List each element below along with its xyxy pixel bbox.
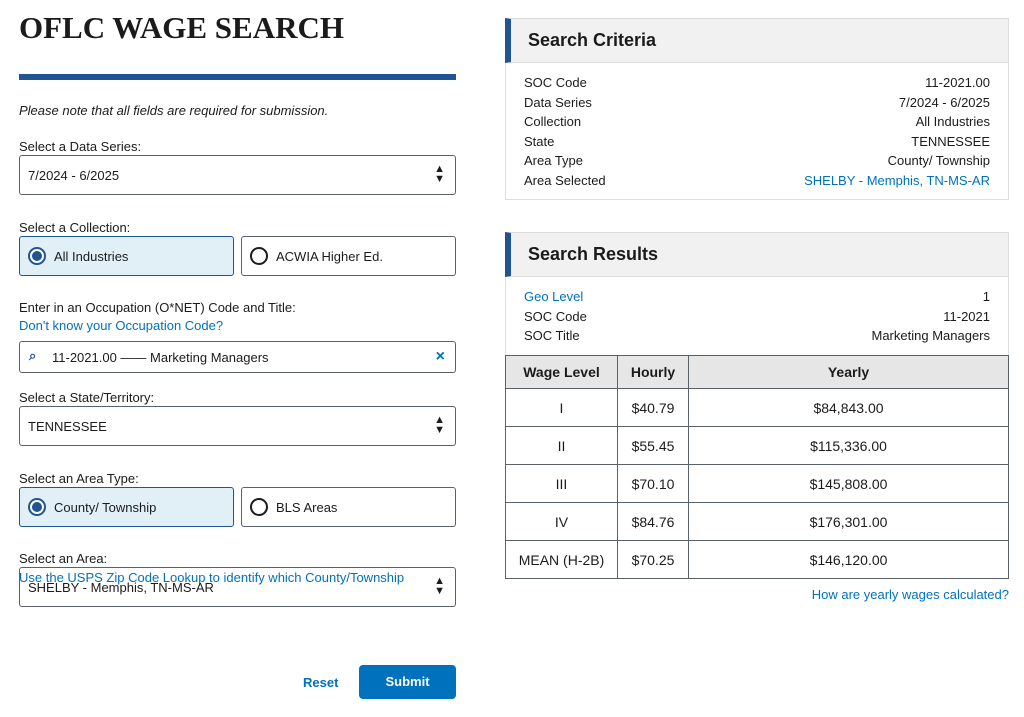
table-cell: $70.10 — [617, 464, 689, 503]
radio-circle — [250, 498, 268, 516]
table-cell: MEAN (H-2B) — [505, 540, 618, 579]
submit-button[interactable]: Submit — [359, 665, 456, 699]
table-header: Wage Level — [505, 355, 618, 389]
radio-text: ACWIA Higher Ed. — [276, 249, 383, 264]
row-value: Marketing Managers — [871, 328, 991, 344]
collection-option[interactable]: All Industries — [19, 236, 234, 276]
select-arrows: ▲ ▼ — [434, 163, 445, 185]
area-label: Select an Area: — [19, 551, 108, 566]
radio-circle — [250, 247, 268, 265]
radio-text: BLS Areas — [276, 500, 338, 515]
row-label: SOC Code — [524, 75, 587, 90]
data-series-label: Select a Data Series: — [19, 139, 142, 154]
state-label: Select a State/Territory: — [19, 390, 155, 405]
reset-button[interactable]: Reset — [303, 675, 339, 690]
row-value: TENNESSEE — [911, 133, 990, 149]
clear-icon[interactable]: × — [435, 348, 445, 365]
table-cell: III — [505, 464, 618, 503]
criteria-header — [505, 18, 1009, 63]
occupation-help[interactable]: Don't know your Occupation Code? — [19, 318, 224, 333]
row-value[interactable]: SHELBY - Memphis, TN-MS-AR — [804, 173, 990, 188]
table-cell: $40.79 — [617, 388, 689, 427]
page-title: OFLC WAGE SEARCH — [19, 10, 344, 45]
results-title: Search Results — [528, 244, 659, 264]
yearly-link[interactable]: How are yearly wages calculated? — [811, 587, 1009, 602]
table-cell: II — [505, 426, 618, 465]
data-series-select[interactable]: 7/2024 - 6/2025 ▲ ▼ — [19, 155, 456, 195]
row-label: State — [524, 133, 555, 149]
row-label[interactable]: Geo Level — [524, 289, 584, 304]
table-cell: $146,120.00 — [688, 540, 1009, 579]
row-label: SOC Title — [524, 328, 580, 344]
area-select[interactable]: SHELBY - Memphis, TN-MS-AR ▲ ▼ — [19, 567, 456, 607]
row-value: 7/2024 - 6/2025 — [898, 94, 990, 110]
table-cell: $145,808.00 — [688, 464, 1009, 503]
state-select[interactable]: TENNESSEE ▲ ▼ — [19, 406, 456, 446]
radio-dot — [32, 502, 42, 512]
radio-dot — [32, 251, 42, 261]
table-header: Yearly — [688, 355, 1009, 389]
table-cell: I — [505, 388, 618, 427]
row-label: SOC Code — [524, 308, 587, 324]
data-series-value: 7/2024 - 6/2025 — [28, 168, 120, 183]
row-label: Area Type — [524, 153, 584, 169]
area-type-label: Select an Area Type: — [19, 471, 139, 486]
table-cell: $55.45 — [617, 426, 689, 465]
radio-text: County/ Township — [54, 500, 157, 515]
row-value: All Industries — [915, 114, 990, 130]
area-help[interactable]: Use the USPS Zip Code Lookup to identify… — [19, 570, 405, 585]
table-cell: $70.25 — [617, 540, 689, 579]
table-cell: $115,336.00 — [688, 426, 1009, 465]
row-value: County/ Township — [887, 153, 990, 169]
area-type-option[interactable]: BLS Areas — [241, 487, 456, 527]
radio-text: All Industries — [54, 249, 129, 264]
row-value: 11-2021 — [943, 308, 990, 324]
collection-label: Select a Collection: — [19, 220, 131, 235]
table-cell: $84,843.00 — [688, 388, 1009, 427]
area-value: SHELBY - Memphis, TN-MS-AR — [28, 580, 214, 595]
table-header: Hourly — [617, 355, 689, 389]
row-value: 1 — [982, 289, 990, 304]
results-header — [505, 232, 1009, 277]
criteria-title: Search Criteria — [528, 30, 657, 50]
occupation-input[interactable]: ⌕ 11-2021.00 —— Marketing Managers × — [19, 341, 456, 373]
state-value: TENNESSEE — [28, 419, 107, 434]
occupation-value: 11-2021.00 —— Marketing Managers — [52, 350, 269, 365]
row-label: Area Selected — [524, 173, 606, 188]
search-icon: ⌕ — [29, 348, 37, 363]
row-label: Data Series — [524, 94, 592, 110]
form-note: Please note that all fields are required… — [19, 103, 329, 118]
occupation-label: Enter in an Occupation (O*NET) Code and … — [19, 300, 296, 315]
row-label: Collection — [524, 114, 582, 130]
table-cell: $84.76 — [617, 502, 689, 541]
title-bar — [19, 74, 456, 80]
select-arrows: ▲ ▼ — [434, 414, 445, 436]
row-value: 11-2021.00 — [925, 75, 990, 90]
area-type-option[interactable]: County/ Township — [19, 487, 234, 527]
select-arrows: ▲ ▼ — [434, 575, 445, 597]
table-cell: IV — [505, 502, 618, 541]
collection-option[interactable]: ACWIA Higher Ed. — [241, 236, 456, 276]
table-cell: $176,301.00 — [688, 502, 1009, 541]
